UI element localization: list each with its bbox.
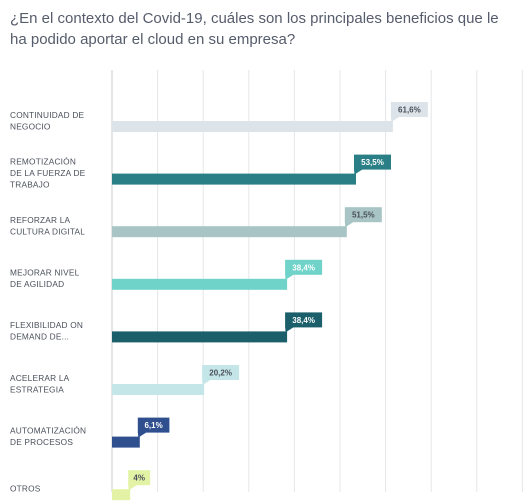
category-label-line: TRABAJO bbox=[10, 180, 50, 190]
bar bbox=[112, 278, 288, 290]
value-label-text: 38,4% bbox=[292, 263, 315, 272]
value-label-pointer bbox=[202, 379, 212, 385]
category-label-line: AUTOMATIZACIÓN bbox=[10, 425, 86, 435]
chart-title: ¿En el contexto del Covid-19, cuáles son… bbox=[10, 10, 499, 48]
category-label: MEJORAR NIVEL DE AGILIDAD bbox=[10, 268, 80, 290]
category-label: FLEXIBILIDAD ON DEMAND DE... bbox=[10, 320, 83, 342]
category-label-line: DEMAND DE... bbox=[10, 332, 69, 342]
bar bbox=[112, 226, 347, 238]
value-label-pointer bbox=[390, 116, 400, 122]
category-label: CONTINUIDAD DE NEGOCIO bbox=[10, 110, 85, 132]
value-label-text: 61,6% bbox=[398, 106, 421, 115]
category-label: ACELERAR LA ESTRATEGIA bbox=[10, 373, 70, 395]
bar bbox=[112, 384, 205, 395]
value-label-box bbox=[390, 102, 428, 117]
category-label-line: DE LA FUERZA DE bbox=[10, 168, 86, 178]
bar bbox=[112, 436, 140, 448]
category-label-line: REFORZAR LA bbox=[10, 215, 71, 225]
category-label: REFORZAR LA CULTURA DIGITAL bbox=[10, 215, 85, 237]
value-label-text: 38,4% bbox=[292, 316, 315, 325]
value-label: 4% bbox=[128, 470, 151, 491]
value-label-box bbox=[128, 470, 151, 486]
value-label: 53,5% bbox=[353, 154, 391, 175]
category-label-line: MEJORAR NIVEL bbox=[10, 268, 80, 278]
category-label-line: OTROS bbox=[10, 484, 41, 494]
value-label-pointer bbox=[285, 326, 295, 333]
bar bbox=[112, 489, 131, 501]
value-label: 61,6% bbox=[390, 102, 428, 122]
category-label-line: FLEXIBILIDAD ON bbox=[10, 320, 83, 330]
value-label: 38,4% bbox=[285, 312, 323, 333]
value-label-pointer bbox=[128, 484, 138, 491]
category-label-line: DE AGILIDAD bbox=[10, 279, 64, 289]
category-label: AUTOMATIZACIÓN DE PROCESOS bbox=[10, 425, 86, 447]
bar bbox=[112, 331, 288, 343]
category-label-line: NEGOCIO bbox=[10, 121, 51, 131]
value-label-text: 6,1% bbox=[144, 421, 162, 430]
value-label-pointer bbox=[285, 274, 295, 280]
value-label-box bbox=[202, 365, 240, 380]
value-label-text: 20,2% bbox=[209, 369, 232, 378]
value-label: 51,5% bbox=[344, 207, 382, 228]
value-label-text: 4% bbox=[133, 474, 145, 483]
category-label-line: REMOTIZACIÓN bbox=[10, 157, 76, 167]
bar bbox=[112, 173, 356, 185]
category-label: OTROS bbox=[10, 484, 41, 494]
category-label-line: ESTRATEGIA bbox=[10, 384, 64, 394]
value-label: 20,2% bbox=[202, 365, 240, 385]
value-label-pointer bbox=[344, 221, 354, 228]
value-label: 6,1% bbox=[137, 417, 170, 438]
value-label-pointer bbox=[353, 169, 363, 175]
value-label-box bbox=[285, 312, 323, 328]
value-label-pointer bbox=[137, 432, 147, 438]
value-label-box bbox=[137, 417, 170, 433]
value-label: 38,4% bbox=[285, 259, 323, 280]
category-label-line: CULTURA DIGITAL bbox=[10, 226, 85, 236]
value-label-box bbox=[285, 259, 323, 275]
value-label-text: 53,5% bbox=[361, 158, 384, 167]
category-label-line: DE PROCESOS bbox=[10, 437, 73, 447]
value-label-text: 51,5% bbox=[352, 211, 375, 220]
value-label-box bbox=[344, 207, 382, 223]
value-label-box bbox=[354, 154, 391, 170]
category-label-line: CONTINUIDAD DE bbox=[10, 110, 85, 120]
category-label-line: ACELERAR LA bbox=[10, 373, 70, 383]
category-label: REMOTIZACIÓN DE LA FUERZA DE TRABAJO bbox=[10, 157, 86, 190]
bar bbox=[112, 121, 393, 132]
